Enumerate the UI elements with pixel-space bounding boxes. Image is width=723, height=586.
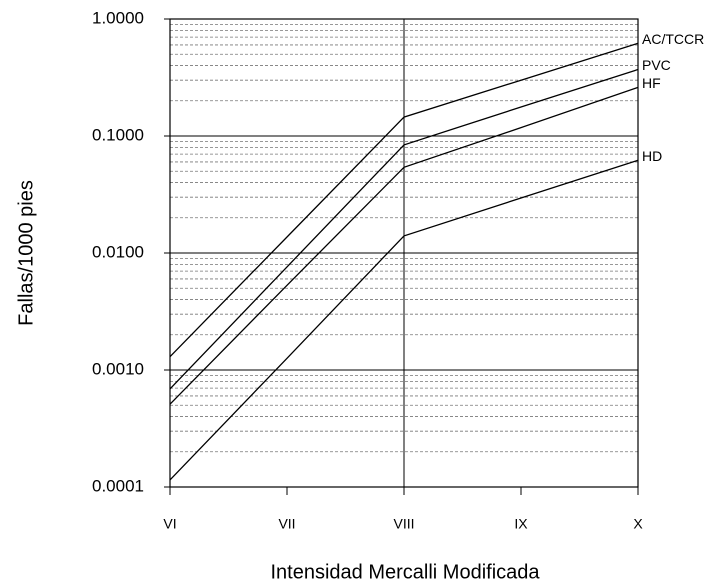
y-tick-label: 0.0001 xyxy=(92,476,144,495)
x-tick-label: VII xyxy=(278,516,295,532)
series-line xyxy=(169,159,639,481)
y-axis-label: Fallas/1000 pies xyxy=(15,180,37,326)
y-tick-label: 0.0010 xyxy=(92,359,144,378)
plot-frame xyxy=(169,18,639,488)
x-tick-label: VI xyxy=(163,516,176,532)
series-label: AC/TCCR xyxy=(642,31,704,47)
x-tick-label: VIII xyxy=(393,516,414,532)
x-tick-label: X xyxy=(633,516,643,532)
x-tick-label: IX xyxy=(514,516,528,532)
series-line xyxy=(169,86,639,405)
y-tick-label: 0.0100 xyxy=(92,242,144,261)
y-tick-label: 0.1000 xyxy=(92,125,144,144)
series-label: PVC xyxy=(642,57,671,73)
series-line xyxy=(169,42,639,358)
series-label: HF xyxy=(642,75,661,91)
x-axis-label: Intensidad Mercalli Modificada xyxy=(270,561,540,583)
series-line xyxy=(169,68,639,390)
series-label: HD xyxy=(642,148,662,164)
y-tick-label: 1.0000 xyxy=(92,8,144,27)
